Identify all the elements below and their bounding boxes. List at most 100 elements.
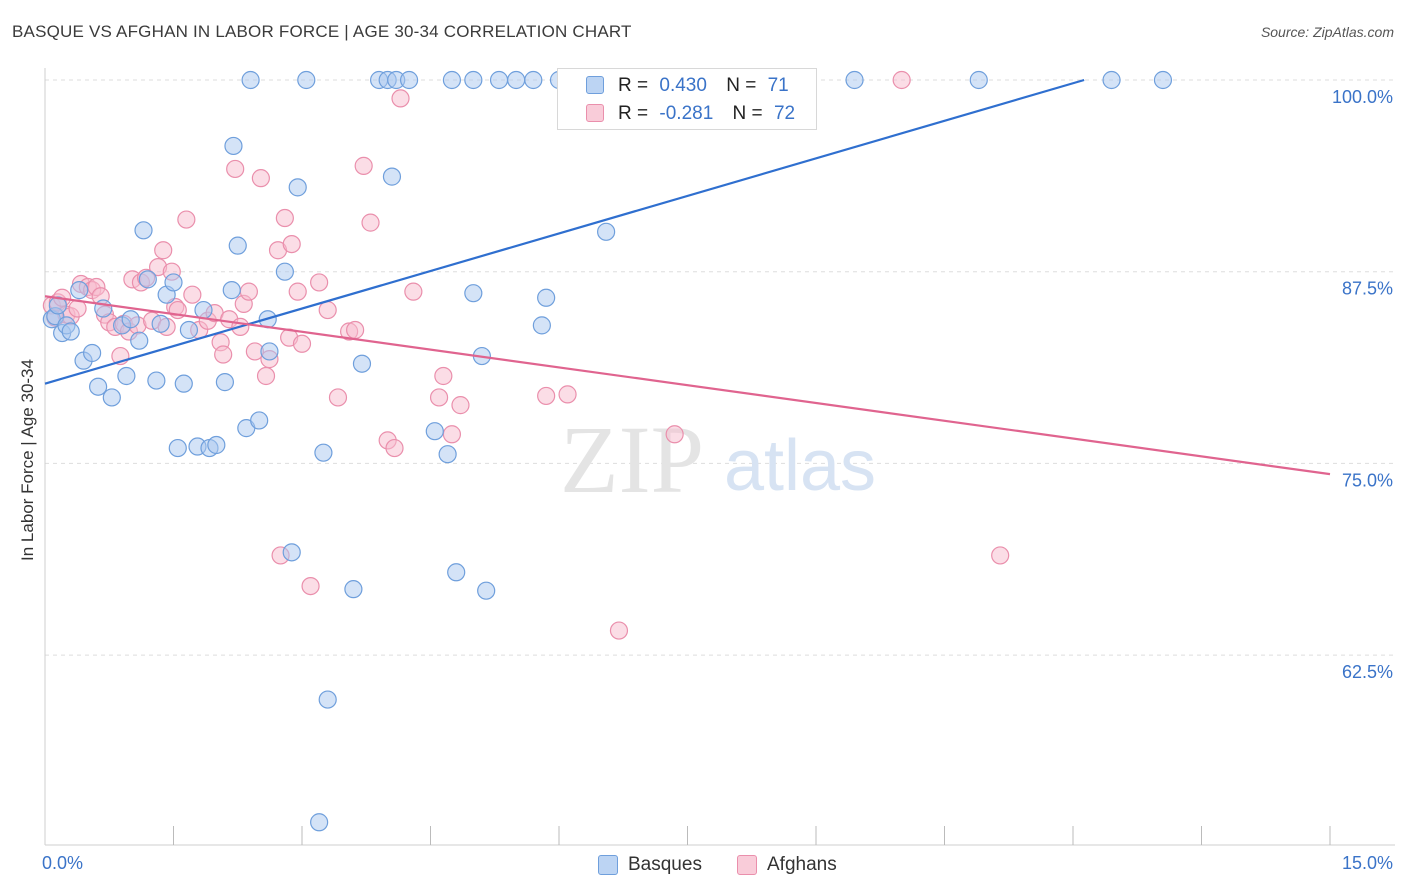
basques-point <box>314 443 333 462</box>
afghans-point <box>537 386 556 406</box>
afghans-point <box>214 345 233 364</box>
basques-point <box>282 543 301 562</box>
afghans-point <box>609 621 629 640</box>
basques-trend-line <box>44 78 1085 385</box>
basques-point <box>228 236 247 255</box>
basques-point <box>507 70 526 90</box>
basques-point <box>382 167 402 186</box>
basques-point <box>1102 70 1121 90</box>
basques-point <box>288 178 307 197</box>
basques-point <box>537 288 556 307</box>
basques-point <box>438 445 457 464</box>
afghans-point <box>354 156 373 175</box>
basques-point <box>224 136 243 156</box>
afghans-point <box>275 208 294 228</box>
afghans-point <box>404 282 423 301</box>
basques-legend-label: Basques <box>628 854 702 875</box>
afghans-point <box>177 210 196 229</box>
afghans-point <box>434 366 453 386</box>
basques-point <box>464 70 483 90</box>
basques-legend-swatch <box>598 855 618 875</box>
basques-point <box>134 221 153 240</box>
y-tick-label: 75.0% <box>1342 470 1393 490</box>
legend-basques-r-value: 0.430 <box>659 75 707 96</box>
basques-point <box>310 813 329 832</box>
afghans-point <box>361 213 380 232</box>
afghans-trend-line <box>44 295 1331 476</box>
basques-point <box>207 435 226 455</box>
basques-point <box>61 322 80 341</box>
legend-afghans-n-label: N = <box>732 103 763 124</box>
basques-point <box>147 371 166 390</box>
basques-point <box>250 411 269 430</box>
basques-point <box>524 70 543 90</box>
basques-point <box>102 388 121 407</box>
watermark: ZIP atlas <box>560 406 876 513</box>
basques-point <box>117 366 136 386</box>
basques-point <box>168 438 187 458</box>
legend-afghans-n-value: 72 <box>773 103 796 124</box>
basques-point <box>969 70 988 90</box>
basques-point <box>121 310 140 329</box>
watermark-zip: ZIP <box>560 406 704 513</box>
basques-point <box>275 262 294 281</box>
y-tick-label: 62.5% <box>1342 662 1393 682</box>
afghans-point <box>301 576 320 596</box>
afghans-legend-swatch <box>737 855 757 875</box>
basques-point <box>164 273 183 292</box>
basques-point <box>845 70 864 90</box>
y-axis-label: In Labor Force | Age 30-34 <box>18 359 37 561</box>
basques-point <box>464 284 483 303</box>
basques-point <box>222 281 241 300</box>
basques-point <box>447 563 466 582</box>
basques-point <box>174 374 193 393</box>
basques-point <box>442 70 462 90</box>
afghans-point <box>892 70 911 90</box>
basques-point <box>532 316 551 335</box>
basques-point <box>597 222 616 241</box>
afghans-point <box>183 285 202 304</box>
basques-point <box>425 422 444 441</box>
basques-swatch <box>586 76 604 94</box>
basques-point <box>151 314 170 333</box>
basques-point <box>241 70 260 90</box>
afghans-point <box>251 169 270 188</box>
watermark-atlas: atlas <box>724 426 876 506</box>
source-label: Source: ZipAtlas.com <box>1260 24 1394 40</box>
afghans-point <box>154 241 173 260</box>
afghans-points <box>42 70 1010 640</box>
basques-point <box>194 300 213 320</box>
trend-lines <box>44 78 1331 476</box>
basques-point <box>344 580 363 599</box>
afghans-point <box>328 388 348 407</box>
chart-title: BASQUE VS AFGHAN IN LABOR FORCE | AGE 30… <box>12 22 632 41</box>
afghans-point <box>391 89 410 108</box>
afghans-point <box>665 425 684 444</box>
basques-point <box>179 320 199 340</box>
basques-point <box>297 70 316 90</box>
afghans-point <box>318 300 337 320</box>
x-tick-label: 15.0% <box>1342 853 1393 873</box>
afghans-point <box>346 320 365 340</box>
afghans-swatch <box>586 104 604 122</box>
y-tick-label: 87.5% <box>1342 279 1393 299</box>
basques-point <box>318 690 337 709</box>
basques-point <box>489 70 509 90</box>
basques-point <box>352 354 372 373</box>
afghans-point <box>451 396 470 415</box>
afghans-legend-label: Afghans <box>767 854 837 875</box>
grid-lines <box>45 79 1395 656</box>
basques-point <box>70 281 89 300</box>
legend-afghans-r-value: -0.281 <box>659 103 714 124</box>
legend-basques-r-label: R = <box>618 75 649 96</box>
basques-point <box>260 342 279 361</box>
afghans-point <box>558 385 577 404</box>
basques-point <box>89 377 108 396</box>
afghans-point <box>310 273 329 292</box>
afghans-point <box>991 546 1010 565</box>
basques-point <box>215 373 234 392</box>
afghans-point <box>385 438 404 458</box>
afghans-point <box>282 234 301 254</box>
basques-point <box>399 70 419 90</box>
